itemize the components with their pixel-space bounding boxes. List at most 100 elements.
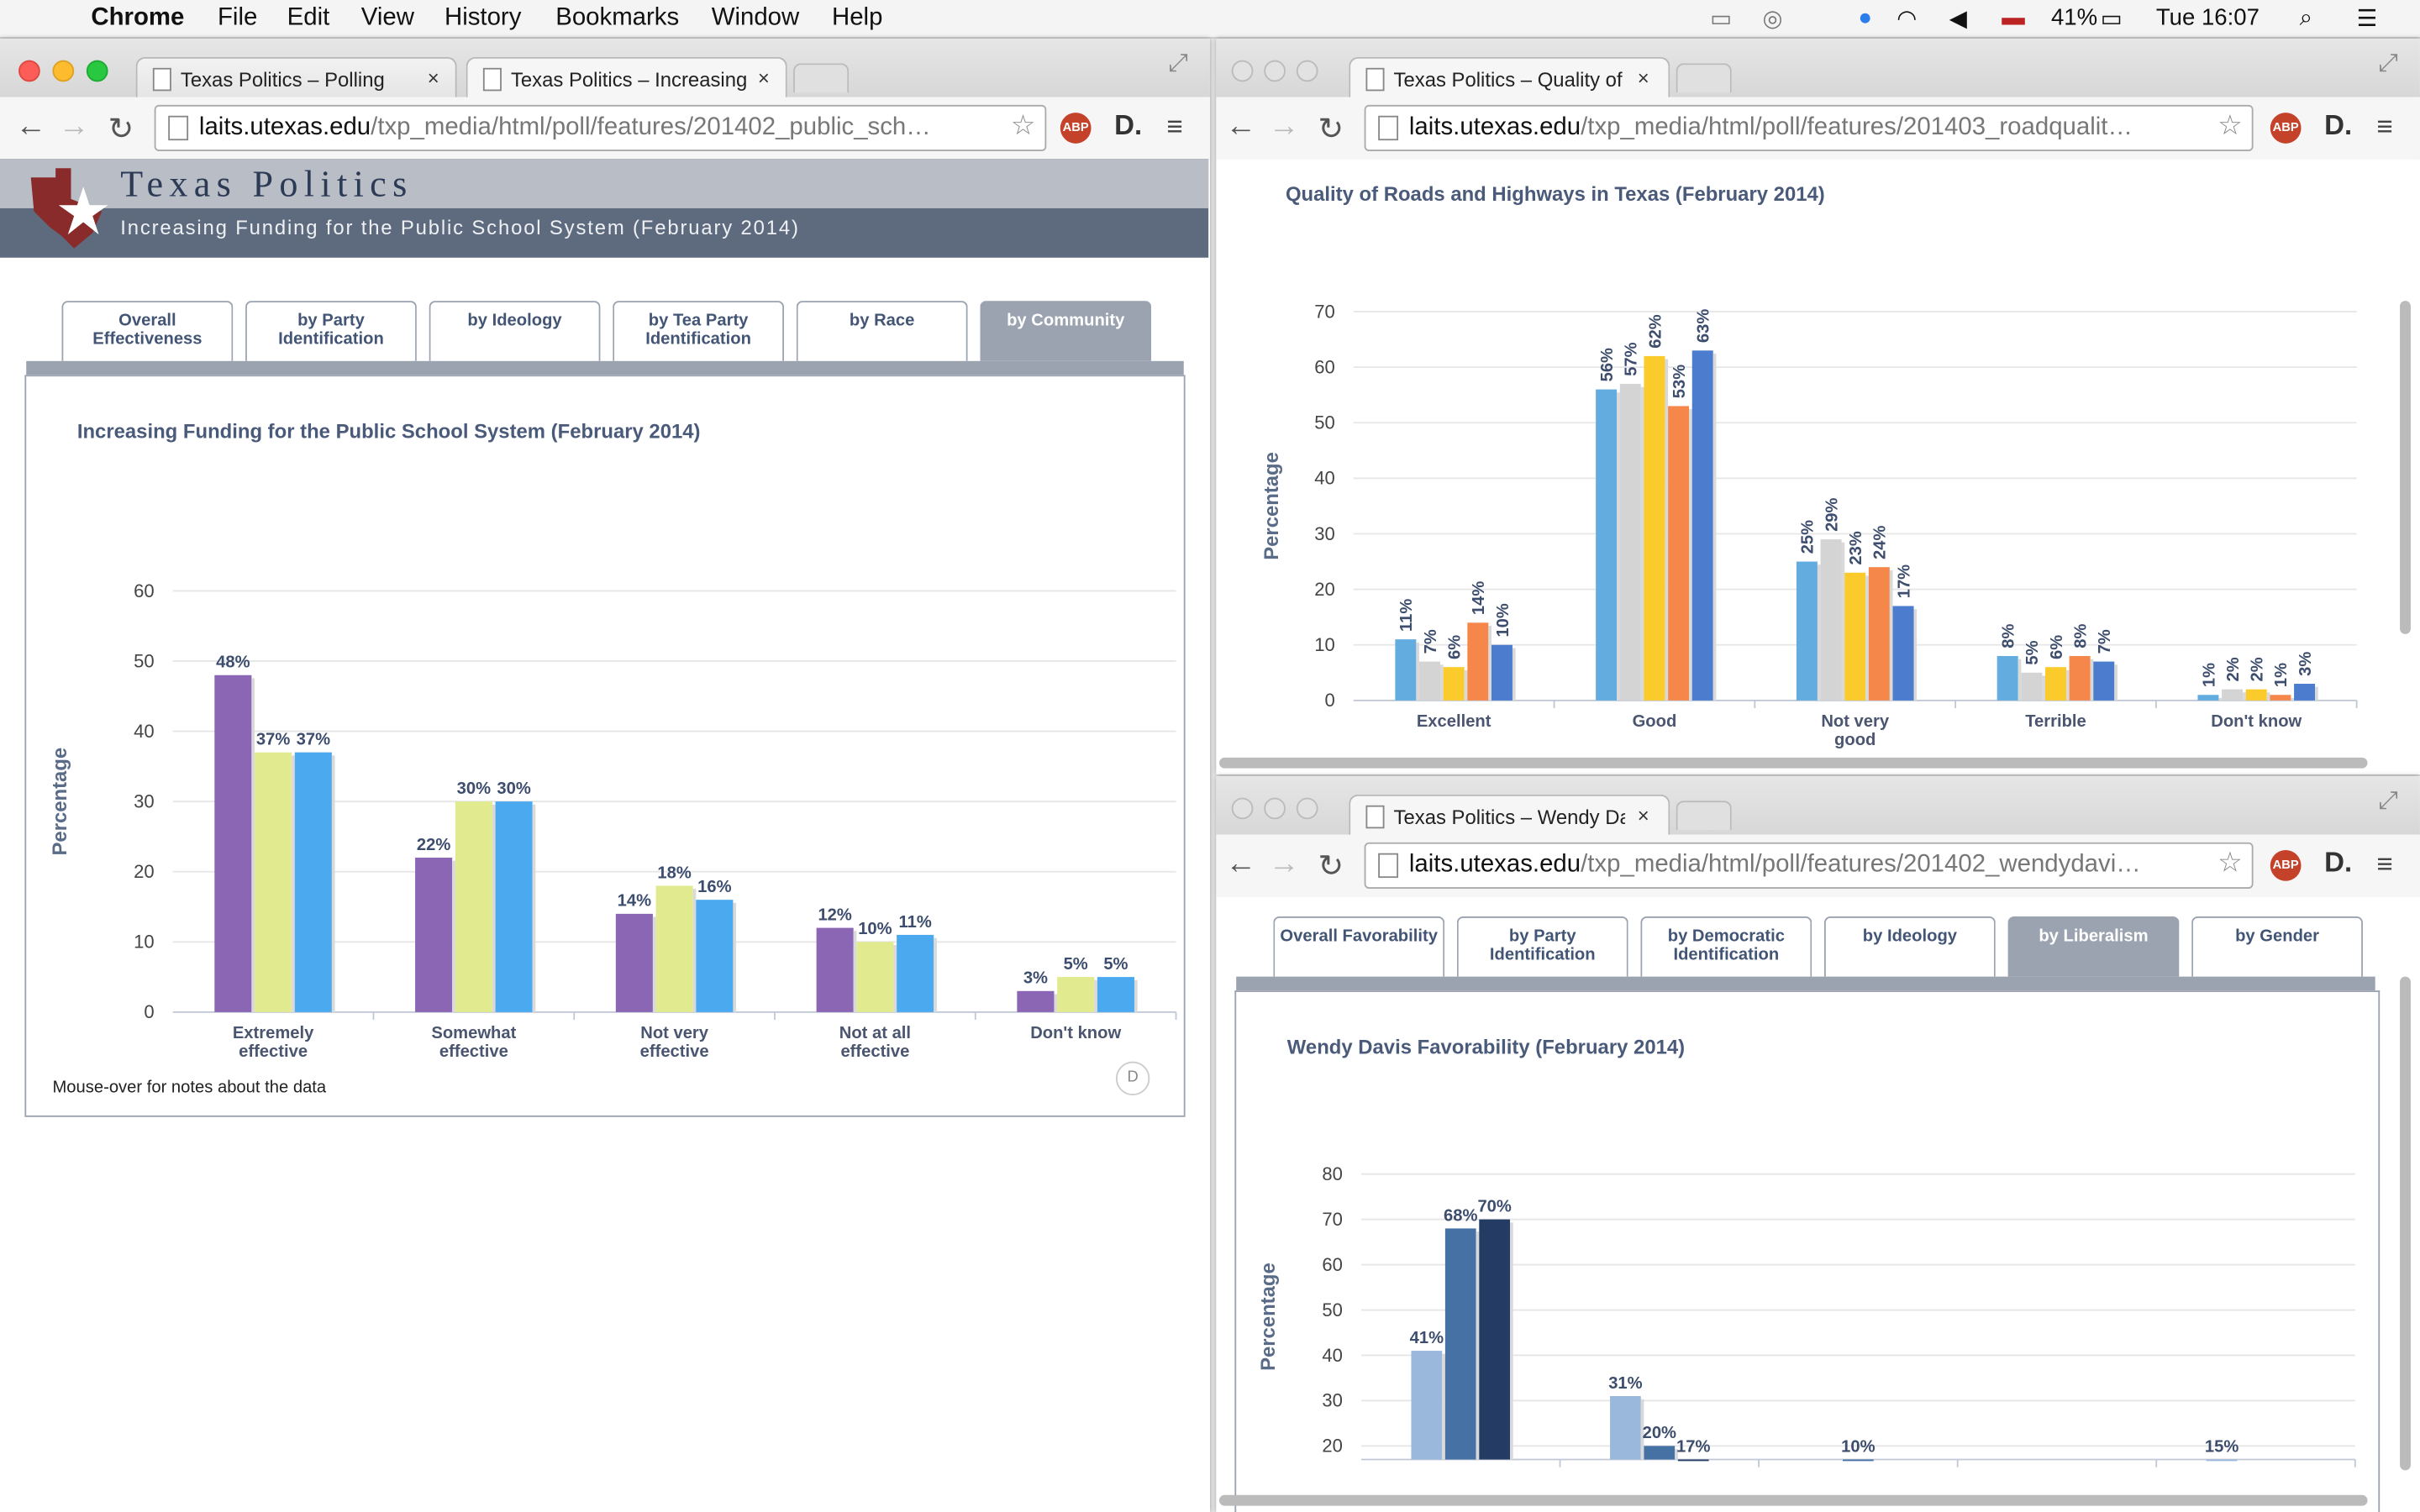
new-tab-button[interactable] — [1676, 63, 1732, 93]
y-tick-label: 10 — [134, 932, 155, 953]
bar — [1491, 644, 1512, 701]
menu-view[interactable]: View — [360, 4, 414, 31]
zoom-window-button[interactable] — [1296, 797, 1318, 820]
url-host: laits.utexas.edu — [1408, 113, 1581, 141]
minimize-window-button[interactable] — [1264, 797, 1286, 820]
reload-icon[interactable]: ↻ — [1318, 850, 1344, 885]
close-tab-icon[interactable]: × — [427, 66, 439, 90]
bar — [1596, 389, 1618, 701]
adblock-icon[interactable]: ABP — [2270, 113, 2302, 144]
chrome-menu-icon[interactable]: ≡ — [1166, 111, 1183, 142]
menu-app-name[interactable]: Chrome — [91, 4, 185, 31]
zoom-window-button[interactable] — [1296, 60, 1318, 82]
bar-shadow — [1476, 1231, 1480, 1460]
bookmark-star-icon[interactable]: ☆ — [2217, 109, 2243, 141]
tab-by-gender[interactable]: by Gender — [2191, 916, 2363, 977]
tab-by-democratic-identification[interactable]: by Democratic Identification — [1640, 916, 1812, 977]
bookmark-star-icon[interactable]: ☆ — [1010, 109, 1036, 141]
extension-d-icon[interactable]: D. — [1114, 109, 1143, 141]
menu-edit[interactable]: Edit — [287, 4, 330, 31]
tab-by-tea-party-identification[interactable]: by Tea Party Identification — [613, 301, 785, 361]
tab-strip: Texas Politics – Wendy Dav × ⤢ — [1216, 775, 2420, 838]
zoom-window-button[interactable] — [86, 60, 108, 82]
extension-d-icon[interactable]: D. — [2324, 109, 2353, 141]
new-tab-button[interactable] — [793, 63, 850, 93]
fullscreen-icon[interactable]: ⤢ — [2378, 50, 2398, 77]
minimize-window-button[interactable] — [52, 60, 75, 82]
data-label: 6% — [2048, 635, 2066, 659]
chrome-menu-icon[interactable]: ≡ — [2376, 111, 2393, 142]
menu-history[interactable]: History — [444, 4, 522, 31]
browser-window-right-top: Texas Politics – Quality of × ⤢ ← → ↻ la… — [1216, 38, 2420, 775]
vertical-scrollbar[interactable] — [2400, 301, 2411, 634]
tab-by-liberalism[interactable]: by Liberalism — [2007, 916, 2180, 977]
fullscreen-icon[interactable]: ⤢ — [1168, 50, 1188, 77]
menu-window[interactable]: Window — [711, 4, 800, 31]
y-tick-label: 40 — [1322, 1345, 1343, 1366]
back-icon[interactable]: ← — [15, 109, 47, 144]
bluetooth-icon[interactable]: ● — [1858, 4, 1873, 31]
bar-shadow — [1640, 1399, 1644, 1460]
close-tab-icon[interactable]: × — [1637, 66, 1649, 90]
close-tab-icon[interactable]: × — [1637, 803, 1649, 827]
close-tab-icon[interactable]: × — [757, 66, 770, 90]
data-label: 30% — [497, 780, 530, 798]
tab-by-community[interactable]: by Community — [980, 301, 1152, 361]
volume-icon[interactable]: ◀ — [1949, 6, 1967, 33]
flag-icon[interactable]: ▬ — [2002, 4, 2025, 31]
address-bar[interactable]: laits.utexas.edu/txp_media/html/poll/fea… — [1364, 104, 2254, 151]
chart-title: Increasing Funding for the Public School… — [76, 419, 701, 444]
wifi-icon[interactable]: ◠ — [1897, 6, 1918, 33]
spotlight-search-icon[interactable]: ⌕ — [2299, 4, 2313, 31]
adblock-icon[interactable]: ABP — [2270, 850, 2302, 881]
tab-by-ideology[interactable]: by Ideology — [429, 301, 601, 361]
bar-shadow — [452, 860, 455, 1012]
back-icon[interactable]: ← — [1225, 109, 1257, 144]
forward-icon[interactable]: → — [1268, 109, 1300, 144]
chrome-menu-icon[interactable]: ≡ — [2376, 848, 2393, 879]
close-window-button[interactable] — [18, 60, 40, 82]
info-icon[interactable]: D — [1115, 1061, 1150, 1096]
back-icon[interactable]: ← — [1225, 847, 1257, 881]
y-tick-label: 50 — [1322, 1299, 1343, 1320]
minimize-window-button[interactable] — [1264, 60, 1286, 82]
reload-icon[interactable]: ↻ — [108, 113, 134, 147]
bar-shadow — [733, 902, 737, 1012]
close-window-button[interactable] — [1231, 60, 1254, 82]
sync-icon[interactable]: ◎ — [1762, 6, 1783, 33]
menu-file[interactable]: File — [217, 4, 258, 31]
tab-quality-of-roads[interactable]: Texas Politics – Quality of × — [1349, 56, 1670, 101]
tab-by-ideology[interactable]: by Ideology — [1823, 916, 1996, 977]
notification-center-icon[interactable]: ☰ — [2356, 6, 2378, 33]
tab-wendy-davis[interactable]: Texas Politics – Wendy Dav × — [1349, 794, 1670, 838]
menu-bookmarks[interactable]: Bookmarks — [555, 4, 680, 31]
bar — [615, 913, 653, 1012]
horizontal-scrollbar[interactable] — [1218, 757, 2368, 769]
tab-by-party-identification[interactable]: by Party Identification — [245, 301, 417, 361]
menu-help[interactable]: Help — [831, 4, 883, 31]
reload-icon[interactable]: ↻ — [1318, 113, 1344, 147]
tab-increasing-funding[interactable]: Texas Politics – Increasing × — [466, 56, 787, 101]
bookmark-star-icon[interactable]: ☆ — [2217, 847, 2243, 879]
forward-icon[interactable]: → — [1268, 847, 1300, 881]
extension-d-icon[interactable]: D. — [2324, 847, 2353, 879]
tab-overall-favorability[interactable]: Overall Favorability — [1273, 916, 1445, 977]
fullscreen-icon[interactable]: ⤢ — [2378, 788, 2398, 815]
battery-percent[interactable]: 41% — [2050, 4, 2098, 31]
tab-by-race[interactable]: by Race — [796, 301, 968, 361]
battery-icon: ▭ — [2100, 6, 2123, 33]
address-bar[interactable]: laits.utexas.edu/txp_media/html/poll/fea… — [154, 104, 1047, 151]
address-bar[interactable]: laits.utexas.edu/txp_media/html/poll/fea… — [1364, 842, 2254, 889]
horizontal-scrollbar[interactable] — [1218, 1494, 2368, 1506]
forward-icon[interactable]: → — [58, 109, 90, 144]
adblock-icon[interactable]: ABP — [1060, 113, 1092, 144]
clock[interactable]: Tue 16:07 — [2155, 4, 2260, 31]
tab-polling[interactable]: Texas Politics – Polling × — [135, 56, 457, 101]
new-tab-button[interactable] — [1676, 801, 1732, 831]
close-window-button[interactable] — [1231, 797, 1254, 820]
page-content: Quality of Roads and Highways in Texas (… — [1216, 159, 2420, 775]
airplay-icon[interactable]: ▭ — [1710, 6, 1733, 33]
vertical-scrollbar[interactable] — [2400, 976, 2411, 1471]
tab-by-party-identification[interactable]: by Party Identification — [1456, 916, 1628, 977]
tab-overall-effectiveness[interactable]: Overall Effectiveness — [61, 301, 234, 361]
